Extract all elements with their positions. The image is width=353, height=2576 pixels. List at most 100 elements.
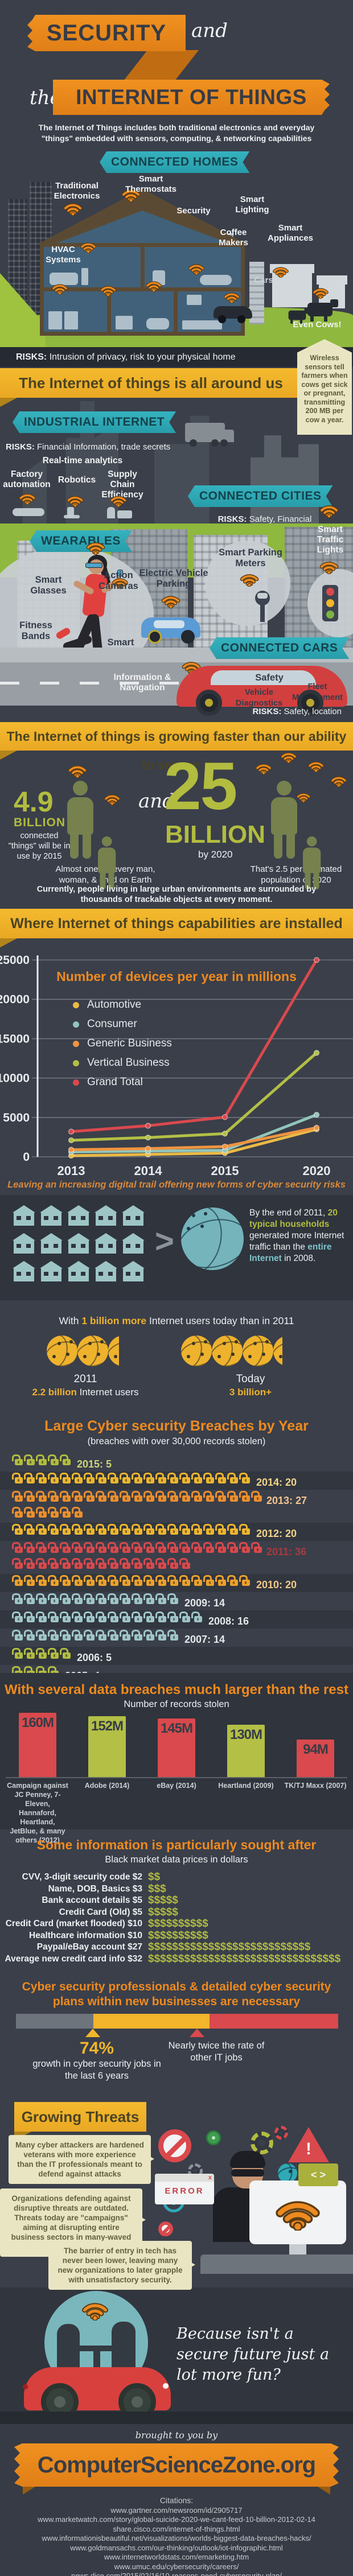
open-padlock-icon [131, 1542, 142, 1553]
open-padlock-icon [155, 1473, 166, 1483]
open-padlock-icon [47, 1454, 59, 1465]
code-window-icon: < > [298, 2163, 338, 2186]
market-label: Bank account details $5 [42, 1895, 142, 1906]
legend-item: Vertical Business [73, 1057, 172, 1069]
cow-icon [288, 308, 310, 324]
open-padlock-icon [131, 1524, 142, 1535]
open-padlock-icon [131, 1630, 142, 1641]
svg-text:2014: 2014 [134, 1164, 163, 1178]
citation-line: news.dice.com/2015/02/16/10-reasons-need… [71, 2571, 282, 2576]
open-padlock-icon [35, 1575, 47, 1586]
house-icon [40, 1233, 63, 1254]
households-section: > By the end of 2011, 20 typical househo… [0, 1195, 353, 1300]
open-padlock-icon [107, 1542, 118, 1553]
dollar-icons: $$$$$ [148, 1906, 178, 1918]
open-padlock-icon [35, 1524, 47, 1535]
house-icon [67, 1205, 90, 1226]
market-label: CVV, 3-digit security code $2 [22, 1872, 142, 1882]
label-smart-traffic-lights: Smart Traffic Lights [317, 525, 344, 555]
open-padlock-icon [215, 1491, 226, 1502]
open-padlock-icon [59, 1473, 71, 1483]
label-robotics: Robotics [58, 475, 96, 485]
breaches-subtitle: (breaches with over 30,000 records stole… [87, 1436, 266, 1446]
breach-year-label: 2008: 16 [208, 1615, 249, 1627]
label-action-cameras: Action Cameras [98, 570, 138, 591]
globes-2011 [47, 1336, 119, 1366]
open-padlock-icon [47, 1542, 59, 1553]
breach-bar: 152M [88, 1716, 126, 1777]
open-padlock-icon [35, 1507, 47, 1518]
wifi-icon [121, 187, 141, 203]
open-padlock-icon [95, 1491, 106, 1502]
house-icon [40, 1205, 63, 1226]
desk [200, 2254, 353, 2274]
open-padlock-icon [143, 1491, 154, 1502]
smart-glasses-icon [85, 563, 102, 568]
wifi-icon [296, 791, 311, 803]
open-padlock-icon [179, 1575, 190, 1586]
banner-growing-section: The Internet of things is growing faster… [0, 720, 353, 772]
house-icon [122, 1205, 145, 1226]
dollar-icons: $$$$$ [148, 1894, 178, 1907]
stat-4-9-unit: BILLION [14, 816, 65, 829]
open-padlock-icon [179, 1524, 190, 1535]
threat-bubble-1: Many cyber attackers are hardened vetera… [9, 2135, 154, 2184]
open-padlock-icon [131, 1558, 142, 1569]
devices-chart-section: 0 5000 10000 15000 20000 25000 2013 2014 2015 202… [0, 942, 353, 1195]
open-padlock-icon [35, 1593, 47, 1604]
ribbon-fold [318, 2487, 330, 2495]
label-supply-chain: Supply Chain Efficiency [101, 469, 143, 500]
open-padlock-icon [47, 1648, 59, 1659]
stat-25-note: That's 2.5 per estimated population of 2… [250, 864, 342, 885]
breach-bar: 130M [227, 1725, 265, 1777]
breach-row-2012: 2012: 20 [0, 1523, 353, 1541]
open-padlock-icon [131, 1575, 142, 1586]
open-padlock-icon [83, 1473, 95, 1483]
house-icon [95, 1261, 117, 1281]
big-breaches-bars: 160M 152M 145M 130M 94M [6, 1713, 347, 1778]
iot-line-chart: 0 5000 10000 15000 20000 25000 2013 2014 2015 202… [0, 947, 353, 1178]
open-padlock-icon [131, 1611, 142, 1622]
market-label: Healthcare information $10 [29, 1930, 142, 1940]
open-padlock-icon [11, 1575, 23, 1586]
chart-title: Number of devices per year in millions [56, 969, 297, 984]
cow-icon [307, 299, 338, 322]
smart-watch-icon [117, 570, 123, 576]
footer-section: brought to you by ComputerScienceZone.or… [0, 2424, 353, 2576]
stat-25-when: by 2020 [198, 849, 233, 860]
citations: Citations: www.gartner.com/newsroom/id/2… [0, 2496, 353, 2576]
citation-line: www.internetworldstats.com/emarketing.ht… [104, 2553, 249, 2561]
monitor-icon [249, 2181, 346, 2254]
open-padlock-icon [59, 1611, 71, 1622]
breaches-section: Large Cyber security Breaches by Year (b… [0, 1411, 353, 1701]
wifi-icon [319, 559, 339, 575]
market-rows: CVV, 3-digit security code $2 $$ Name, DOB… [0, 1872, 353, 1965]
label-info-navigation: Information & Navigation [113, 673, 171, 693]
open-padlock-icon [23, 1507, 35, 1518]
open-padlock-icon [83, 1630, 95, 1641]
open-padlock-icon [227, 1575, 238, 1586]
big-breaches-subtitle: Number of records stolen [124, 1699, 229, 1709]
open-padlock-icon [59, 1575, 71, 1586]
bar-segment-gray [16, 2014, 93, 2029]
breach-row-2014: 2014: 20 [0, 1472, 353, 1490]
open-padlock-icon [119, 1491, 130, 1502]
error-window-icon: x ERROR [155, 2174, 214, 2204]
market-subtitle: Black market data prices in dollars [105, 1854, 248, 1865]
banner-fold [0, 398, 17, 407]
title-iot: INTERNET OF THINGS [76, 85, 307, 109]
market-label: Credit Card (market flooded) $10 [5, 1919, 142, 1929]
svg-text:2020: 2020 [303, 1164, 331, 1178]
market-row: Credit Card (market flooded) $10 $$$$$$$$… [0, 1918, 353, 1930]
breach-rows: 2015: 5 2014: 20 2013: 27 2012: 20 2011: 36 2… [0, 1453, 353, 1701]
dollar-icons: $$$$$$$$$$$$$$$$$$$$$$$$$$$$$$$$ [148, 1952, 341, 1965]
open-padlock-icon [107, 1593, 118, 1604]
ribbon-fold [123, 50, 199, 81]
label-security: Security [176, 206, 211, 216]
svg-text:5000: 5000 [3, 1111, 30, 1124]
banner-growing-threats: Growing Threats [14, 2102, 146, 2141]
wifi-icon [51, 282, 68, 295]
open-padlock-icon [107, 1473, 118, 1483]
wifi-icon [109, 493, 128, 508]
open-padlock-icon [119, 1558, 130, 1569]
